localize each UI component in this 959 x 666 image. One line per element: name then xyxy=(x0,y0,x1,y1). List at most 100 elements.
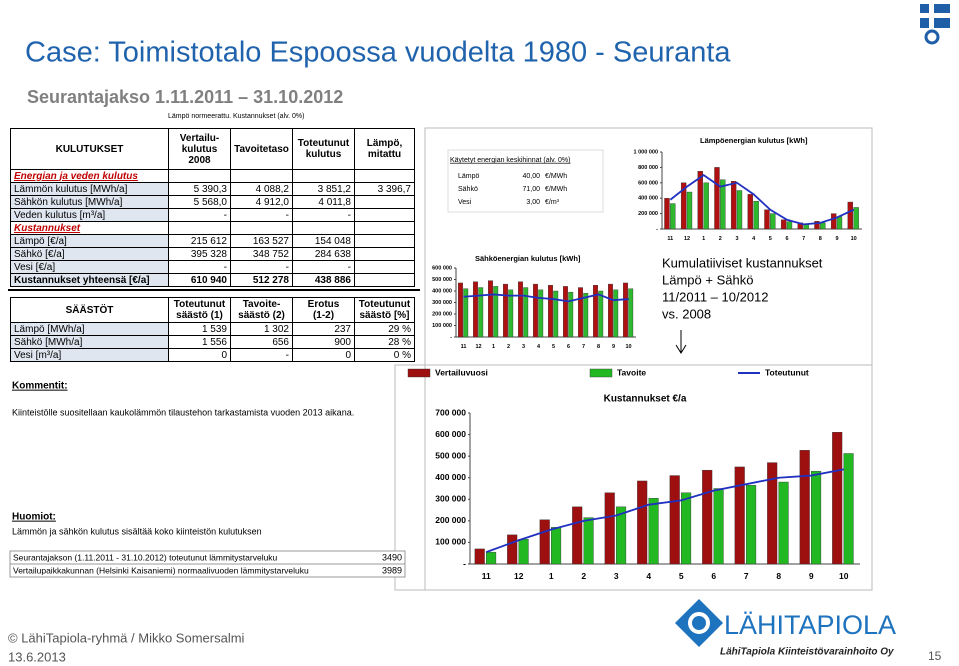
value-cell: 215 612 xyxy=(168,234,231,248)
bar xyxy=(623,282,628,338)
bar xyxy=(508,289,514,338)
label-cell: Vesi [€/a] xyxy=(10,260,169,274)
table-row: Energian ja veden kulutus xyxy=(10,169,415,183)
table-row: Sähkö [€/a] 395 328 348 752 284 638 xyxy=(10,247,415,261)
x-tick-label: 2 xyxy=(507,344,510,350)
bar xyxy=(767,462,778,565)
consumption-table: KULUTUKSET Vertailu- kulutus 2008 Tavoitet… xyxy=(10,128,415,287)
value-cell: - xyxy=(168,260,231,274)
y-tick-label: 600 000 xyxy=(432,265,452,271)
value-cell: 900 xyxy=(292,335,355,349)
bar xyxy=(753,201,759,230)
x-tick-label: 3 xyxy=(735,236,738,242)
bar xyxy=(670,203,676,230)
bar xyxy=(507,534,518,565)
bar xyxy=(593,285,598,338)
label-cell: Veden kulutus [m³/a] xyxy=(10,208,169,222)
value-cell: - xyxy=(292,208,355,222)
legend-label: Tavoite xyxy=(617,367,646,377)
y-tick-label: - xyxy=(656,226,658,232)
header-cell: Tavoite- säästö (2) xyxy=(230,297,293,323)
callout-line: vs. 2008 xyxy=(662,306,711,321)
value-cell: 0 xyxy=(168,348,231,362)
bar xyxy=(847,201,853,230)
y-tick-label: 300 000 xyxy=(432,300,452,306)
empty-cell xyxy=(354,169,415,183)
bar xyxy=(843,453,854,565)
bar xyxy=(770,213,776,230)
legend-swatch xyxy=(407,368,431,378)
note-row-box xyxy=(9,563,406,578)
bar xyxy=(681,492,692,565)
header-cell: Vertailu- kulutus 2008 xyxy=(168,128,231,170)
header-cell: Toteutunut säästö (1) xyxy=(168,297,231,323)
bar xyxy=(830,213,837,230)
bar xyxy=(518,281,523,338)
bar xyxy=(702,469,713,565)
notes-text: Lämmön ja sähkön kulutus sisältää koko k… xyxy=(12,526,262,536)
label-cell: Vesi [m³/a] xyxy=(10,348,169,362)
chart: Kustannukset €/a - 100 000 200 000 300 000 40… xyxy=(407,367,860,581)
bar xyxy=(628,288,634,338)
y-tick-label: 400 000 xyxy=(638,196,658,202)
header-cell: Lämpö, mitattu xyxy=(354,128,415,170)
x-tick-label: 8 xyxy=(819,236,822,242)
bar xyxy=(553,290,559,338)
value-cell: 0 xyxy=(292,348,355,362)
bar xyxy=(538,289,544,338)
x-tick-label: 7 xyxy=(744,571,749,581)
empty-cell xyxy=(168,221,231,235)
bar xyxy=(613,289,619,338)
x-tick-label: 7 xyxy=(582,344,585,350)
value-cell: 29 % xyxy=(354,322,415,336)
bar xyxy=(820,222,826,230)
bar xyxy=(604,492,615,565)
x-tick-label: 12 xyxy=(475,344,481,350)
x-tick-label: 5 xyxy=(679,571,684,581)
bar xyxy=(703,182,709,230)
y-tick-label: 500 000 xyxy=(435,450,466,460)
bar xyxy=(572,506,583,565)
label-cell: Sähkö [MWh/a] xyxy=(10,335,169,349)
value-cell: 4 011,8 xyxy=(292,195,355,209)
bar xyxy=(518,538,529,565)
legend-label: Toteutunut xyxy=(765,367,809,377)
bar xyxy=(780,219,787,230)
table-row: Lämpö [€/a] 215 612 163 527 154 048 xyxy=(10,234,415,248)
bar xyxy=(563,286,568,338)
x-tick-label: 12 xyxy=(684,236,690,242)
copyright: © LähiTapiola-ryhmä / Mikko Somersalmi xyxy=(8,630,245,645)
chart-frame xyxy=(394,364,873,591)
bar xyxy=(664,197,670,230)
company-name: LähiTapiola Kiinteistövarainhoito Oy xyxy=(720,647,894,658)
chart-title: Sähköenergian kulutus [kWh] xyxy=(475,254,581,263)
empty-cell xyxy=(292,221,355,235)
y-tick-label: 1 000 000 xyxy=(634,149,658,155)
price-rows: Lämpö 40,00 €/MWh Sähkö 71,00 €/MWh Vesi 3,00 €/… xyxy=(458,173,567,206)
bar xyxy=(583,517,594,565)
value-cell: 0 % xyxy=(354,348,415,362)
value-cell: 154 048 xyxy=(292,234,355,248)
value-cell: 1 539 xyxy=(168,322,231,336)
value-cell: - xyxy=(292,260,355,274)
x-tick-label: 3 xyxy=(614,571,619,581)
header-cell: Erotus (1-2) xyxy=(292,297,355,323)
bar xyxy=(474,548,485,565)
y-tick-label: 100 000 xyxy=(432,323,452,329)
x-tick-label: 10 xyxy=(839,571,849,581)
table-row: Veden kulutus [m³/a] - - - xyxy=(10,208,415,222)
bar xyxy=(747,194,753,230)
notes-rows: Seurantajakson (1.11.2011 - 31.10.2012) … xyxy=(9,550,406,578)
bar xyxy=(799,450,810,565)
bar xyxy=(473,281,478,338)
table: KULUTUKSET Vertailu- kulutus 2008 Tavoitet… xyxy=(10,128,415,287)
empty-cell xyxy=(354,273,415,287)
price-box xyxy=(447,149,604,213)
empty-cell xyxy=(354,208,415,222)
bar xyxy=(608,283,613,338)
notes-title: Huomiot: xyxy=(12,512,56,523)
price-cell: €/MWh xyxy=(545,186,567,193)
y-tick-label: 300 000 xyxy=(435,494,466,504)
value-cell: 4 088,2 xyxy=(230,182,293,196)
